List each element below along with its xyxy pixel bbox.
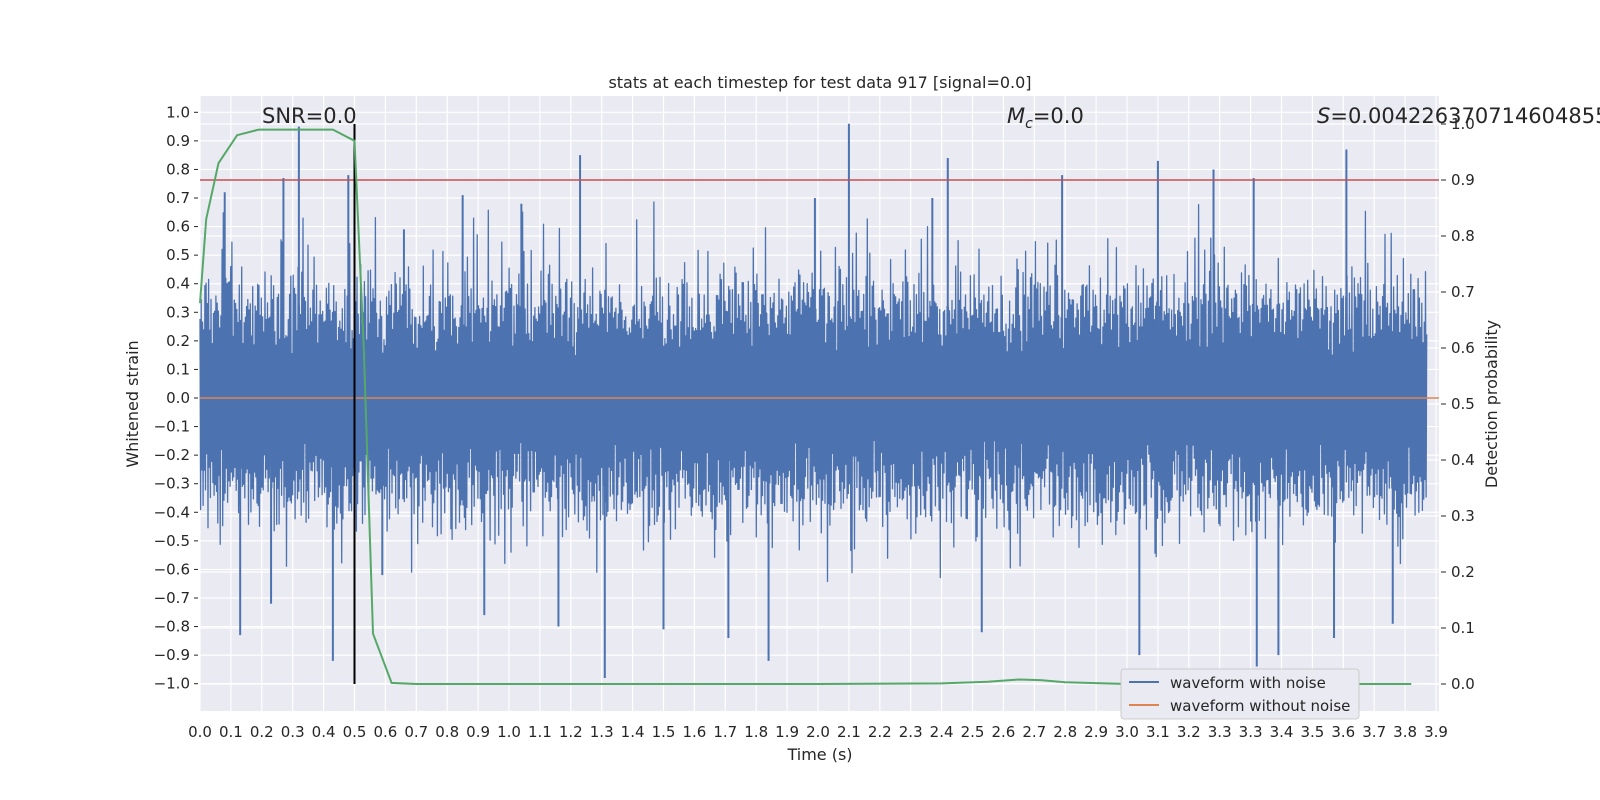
- x-tick-label: 2.5: [961, 723, 985, 741]
- y2-tick-label: 0.8: [1451, 227, 1475, 245]
- x-tick-label: 0.4: [312, 723, 336, 741]
- detection-probability-line: [199, 128, 1412, 685]
- y-tick-label: −0.7: [154, 589, 190, 607]
- x-tick-label: 3.4: [1270, 723, 1294, 741]
- x-tick-label: 3.2: [1177, 723, 1201, 741]
- x-tick-label: 2.2: [868, 723, 892, 741]
- y-tick-label: 0.5: [166, 246, 190, 264]
- x-tick-label: 2.7: [1022, 723, 1046, 741]
- x-tick-label: 1.0: [497, 723, 521, 741]
- chirp-mass-value: =0.0: [1033, 104, 1084, 128]
- x-tick-label: 2.6: [991, 723, 1015, 741]
- chart-title: stats at each timestep for test data 917…: [608, 73, 1031, 92]
- y-tick-label: 0.8: [166, 160, 190, 178]
- x-axis-ticks: 0.0 0.1 0.2 0.3 0.4 0.5 0.6 0.7 0.8 0.9 1.0 1.1 1.2 1…: [188, 723, 1448, 741]
- x-tick-label: 3.6: [1331, 723, 1355, 741]
- legend: waveform with noise waveform without noi…: [1120, 668, 1360, 720]
- y-tick-label: −0.6: [154, 560, 190, 578]
- x-tick-label: 3.7: [1362, 723, 1386, 741]
- y-tick-label: −0.1: [154, 418, 190, 436]
- chirp-mass-annotation: Mc=0.0: [1007, 104, 1084, 132]
- y2-tick-label: 0.7: [1451, 283, 1475, 301]
- x-tick-label: 2.0: [806, 723, 830, 741]
- y-tick-label: 0.9: [166, 132, 190, 150]
- x-tick-label: 2.8: [1053, 723, 1077, 741]
- x-tick-label: 0.0: [188, 723, 212, 741]
- y2-tick-label: 0.4: [1451, 451, 1475, 469]
- legend-box: [1120, 668, 1360, 720]
- y2-tick-label: 0.9: [1451, 171, 1475, 189]
- x-tick-label: 0.2: [250, 723, 274, 741]
- y-tick-label: −0.5: [154, 532, 190, 550]
- chirp-mass-symbol: M: [1007, 104, 1025, 128]
- y-tick-label: −0.2: [154, 446, 190, 464]
- y-axis-label: Whitened strain: [123, 340, 142, 467]
- y2-tick-label: 0.1: [1451, 619, 1475, 637]
- x-tick-label: 1.7: [713, 723, 737, 741]
- legend-label-without-noise: waveform without noise: [1170, 697, 1350, 715]
- noisy-waveform-series: [199, 123, 1428, 678]
- noisy-waveform-line: [199, 201, 1428, 583]
- y2-tick-label: 1.0: [1451, 115, 1475, 133]
- s-annotation: S=0.004226370714604855: [1317, 104, 1600, 128]
- x-axis-label: Time (s): [786, 745, 852, 764]
- y-tick-label: 0.0: [166, 389, 190, 407]
- x-tick-label: 2.1: [837, 723, 861, 741]
- x-tick-label: 1.9: [775, 723, 799, 741]
- x-tick-label: 0.3: [281, 723, 305, 741]
- y2-tick-label: 0.5: [1451, 395, 1475, 413]
- x-tick-label: 1.4: [621, 723, 645, 741]
- y-tick-label: 0.7: [166, 189, 190, 207]
- x-tick-label: 3.9: [1424, 723, 1448, 741]
- x-tick-label: 2.3: [899, 723, 923, 741]
- x-tick-label: 3.8: [1393, 723, 1417, 741]
- snr-annotation: SNR=0.0: [262, 104, 357, 128]
- x-tick-label: 0.1: [219, 723, 243, 741]
- y-tick-label: 0.6: [166, 218, 190, 236]
- y-tick-label: 0.3: [166, 303, 190, 321]
- x-tick-label: 1.8: [744, 723, 768, 741]
- x-tick-label: 0.7: [404, 723, 428, 741]
- s-value: =0.004226370714604855: [1330, 104, 1600, 128]
- x-tick-label: 0.8: [435, 723, 459, 741]
- x-tick-label: 1.1: [528, 723, 552, 741]
- y-tick-label: −0.8: [154, 618, 190, 636]
- y-tick-label: 0.1: [166, 360, 190, 378]
- y2-axis-label: Detection probability: [1482, 320, 1501, 488]
- legend-label-with-noise: waveform with noise: [1170, 674, 1326, 692]
- x-tick-label: 0.6: [373, 723, 397, 741]
- y-tick-label: 0.4: [166, 275, 190, 293]
- x-tick-label: 1.3: [590, 723, 614, 741]
- y-axis-ticks: 1.0 0.9 0.8 0.7 0.6 0.5 0.4 0.3 0.2 0.1 0.0 −0.1 −0.…: [154, 103, 198, 693]
- y2-tick-label: 0.2: [1451, 563, 1475, 581]
- y-tick-label: −1.0: [154, 675, 190, 693]
- x-tick-label: 2.9: [1084, 723, 1108, 741]
- y-tick-label: −0.9: [154, 646, 190, 664]
- y-tick-label: −0.4: [154, 503, 190, 521]
- x-tick-label: 3.3: [1239, 723, 1263, 741]
- x-tick-label: 2.4: [930, 723, 954, 741]
- y-tick-label: −0.3: [154, 475, 190, 493]
- x-tick-label: 3.5: [1300, 723, 1324, 741]
- x-tick-label: 1.5: [652, 723, 676, 741]
- y2-axis-ticks: 1.0 0.9 0.8 0.7 0.6 0.5 0.4 0.3 0.2 0.1 0.0: [1441, 115, 1475, 693]
- x-tick-label: 1.2: [559, 723, 583, 741]
- x-tick-label: 1.6: [682, 723, 706, 741]
- x-tick-label: 3.3: [1208, 723, 1232, 741]
- chirp-mass-subscript: c: [1025, 116, 1033, 132]
- s-symbol: S: [1317, 104, 1330, 128]
- y2-tick-label: 0.6: [1451, 339, 1475, 357]
- x-tick-label: 0.5: [343, 723, 367, 741]
- y2-tick-label: 0.0: [1451, 675, 1475, 693]
- overlays: [199, 124, 1439, 685]
- y-tick-label: 1.0: [166, 103, 190, 121]
- x-tick-label: 0.9: [466, 723, 490, 741]
- x-tick-label: 3.1: [1146, 723, 1170, 741]
- y2-tick-label: 0.3: [1451, 507, 1475, 525]
- y-tick-label: 0.2: [166, 332, 190, 350]
- x-tick-label: 3.0: [1115, 723, 1139, 741]
